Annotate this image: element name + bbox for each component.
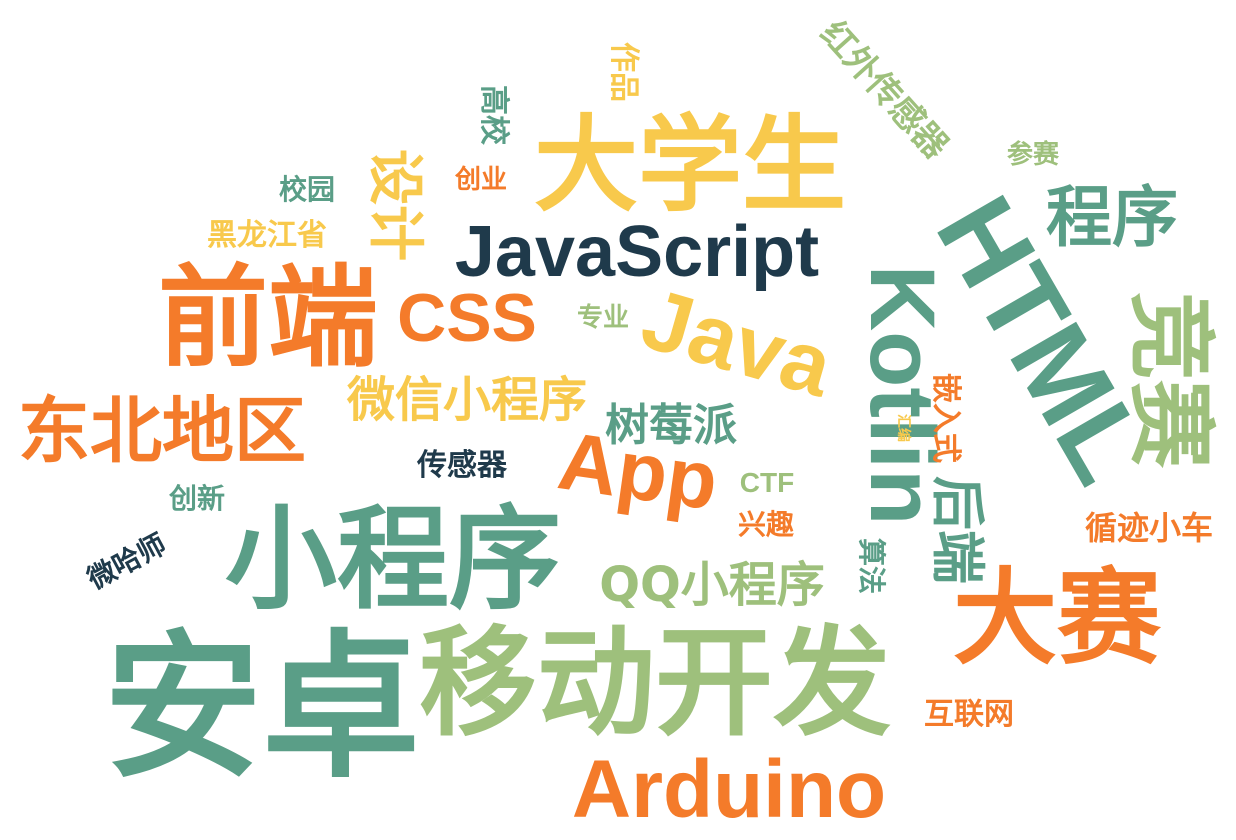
word-xunji-xiaoche: 循迹小车 <box>1084 509 1214 547</box>
word-chuangye: 创业 <box>454 165 508 195</box>
word-xingqu: 兴趣 <box>737 508 795 541</box>
word-java: Java <box>631 270 843 416</box>
word-cansai: 参赛 <box>1006 140 1060 170</box>
word-qq-xiaochengxu: QQ小程序 <box>599 557 825 613</box>
word-jingsai: 竞赛 <box>1119 291 1222 469</box>
word-ctf: CTF <box>739 467 795 498</box>
word-zuopin: 作品 <box>606 42 641 102</box>
word-sheji: 设计 <box>362 149 427 261</box>
word-javascript: JavaScript <box>454 212 820 292</box>
word-qianrushi: 嵌入式 <box>928 373 963 463</box>
word-dasai: 大赛 <box>952 557 1162 679</box>
word-chengxu: 程序 <box>1046 179 1178 256</box>
word-anzhuo: 安卓 <box>104 616 420 800</box>
word-yidong-kaifa: 移动开发 <box>418 614 892 752</box>
word-xiaochengxu: 小程序 <box>225 495 561 625</box>
word-weihashi: 微哈师 <box>81 527 172 596</box>
word-chuangxin: 创新 <box>168 482 226 515</box>
word-xiaoyuan: 校园 <box>278 173 336 206</box>
word-arduino: Arduino <box>571 744 887 835</box>
word-hulianwang: 互联网 <box>924 697 1014 732</box>
word-heilongjiang: 黑龙江省 <box>207 218 327 253</box>
word-dongbei-diqu: 东北地区 <box>17 389 307 473</box>
word-suanfa: 算法 <box>855 537 888 595</box>
word-huibian: 汇编 <box>895 414 911 442</box>
word-daxuesheng: 大学生 <box>533 104 847 226</box>
word-zhuanye: 专业 <box>576 303 630 333</box>
word-weixin-xiaochengxu: 微信小程序 <box>346 372 588 428</box>
word-gaoxiao: 高校 <box>476 85 511 145</box>
word-houduan: 后端 <box>926 476 989 584</box>
word-css: CSS <box>397 280 537 356</box>
word-chuanganqi: 传感器 <box>417 448 507 483</box>
word-shumeipai: 树莓派 <box>605 400 737 451</box>
word-qianduan: 前端 <box>158 254 378 382</box>
